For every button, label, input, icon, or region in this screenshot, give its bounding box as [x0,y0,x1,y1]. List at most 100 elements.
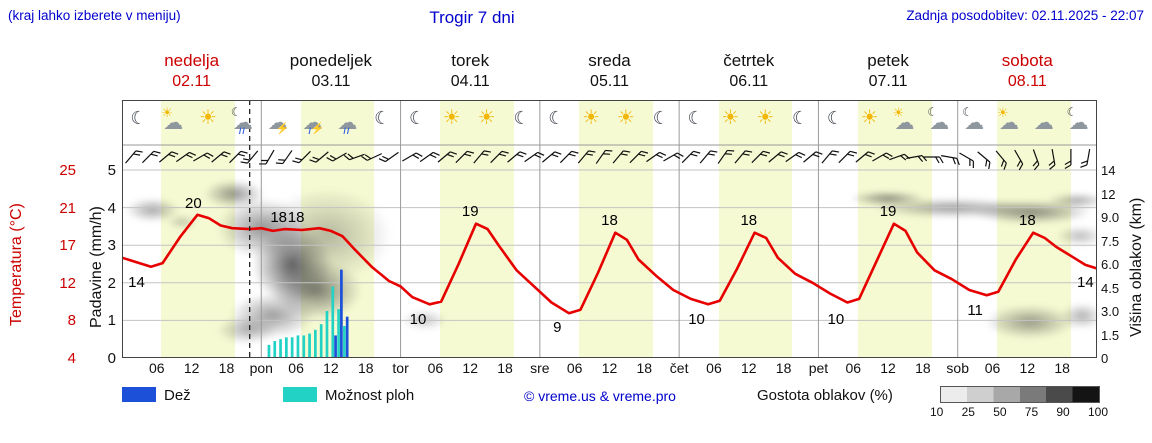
wind-barb-icon [681,150,701,164]
weather-icons-row: ☾ ☀ ☁ ☀ ☾ ☁// ☁ ⚡ ☁ ⚡ / ☁// ☾ ☾ ☀ ☀ ☾ ☾ ☀ ☀ ☾ ☾ ☀ ☀ ☾ ☾ ☀ ☀ ☁ ☾ ☁ ☾ ☁ ☀ ☁ ☁… [122,104,1097,146]
wind-barb-icon [402,152,423,162]
wind-barb-icon [542,151,562,163]
temp-value-label: 19 [879,203,897,221]
sun-icon: ☀ [199,107,217,129]
precip-tick-label: 5 [107,162,116,179]
wind-barb-icon [343,153,365,161]
x-tick-label: 06 [566,360,583,376]
x-tick-label: 18 [218,360,235,376]
temp-tick-label: 8 [67,312,76,330]
cloud-tick-label: 7.5 [1101,233,1120,249]
x-tick-label: pet [808,360,829,376]
wind-barb-icon [1014,149,1024,171]
shower-legend-swatch [283,387,317,402]
temp-value-label: 10 [827,310,845,328]
wind-barb-icon [1032,149,1040,171]
x-tick-label: 06 [984,360,1001,376]
last-update-text: Zadnja posodobitev: 02.11.2025 - 22:07 [906,8,1144,23]
wind-barb-icon [378,151,399,163]
wind-barb-icon [309,151,329,163]
cloud-tick-label: 9.0 [1101,210,1120,225]
cloud-blob [124,198,180,222]
cloud-icon: ☁ [1033,112,1054,134]
day-name: torek [451,51,490,70]
precip-tick-label: 1 [107,312,116,330]
cloud-scale-value: 100 [1087,405,1108,419]
wind-barb-icon [1048,149,1056,170]
wind-barb-icon [326,152,347,162]
temp-tick-label: 4 [67,350,76,367]
precipitation-axis-label: Padavine (mm/h) [88,206,105,329]
wind-barb-icon [275,150,293,165]
x-tick-label: 12 [601,360,618,376]
menu-hint-text: (kraj lahko izberete v meniju) [8,8,181,23]
wind-barb-icon [473,150,491,164]
wind-barb-icon [524,151,545,163]
wind-barb-icon [612,150,631,164]
x-tick-label: 12 [462,360,478,376]
wind-barb-icon [437,151,457,163]
daylight-band [718,100,793,358]
x-tick-label: čet [669,360,689,376]
x-tick-label: 18 [357,360,374,376]
wind-barb-icon [176,151,197,163]
cloud-tick-label: 6.0 [1101,257,1120,272]
day-header-1: ponedeljek 03.11 [261,50,400,96]
temperature-curve [122,213,1097,315]
day-header-5: petek 07.11 [818,50,957,96]
x-tick-label: 18 [915,360,931,376]
wind-barb-icon [803,151,823,163]
cloud-tick-label: 12 [1101,186,1116,202]
x-tick-label: 12 [1019,360,1036,376]
wind-barb-icon [838,150,858,164]
x-axis-labels: 06 12 18 pon 06 12 18 tor 06 12 18 sre 06 12 18 čet 06 12… [122,360,1097,378]
wind-barb-icon [941,155,960,166]
day-name: petek [867,51,909,70]
x-tick-label: 18 [1054,360,1070,376]
moon-icon: ☾ [652,108,669,128]
daylight-band [440,100,514,358]
chart-svg [122,100,1097,358]
x-tick-label: 12 [323,360,339,376]
moon-icon: ☾ [130,108,147,128]
wind-barb-icon [717,149,735,164]
cloud-tick-label: 0 [1101,351,1109,366]
x-tick-label: 12 [880,360,896,376]
moon-rain-icon: ☾ ☁// [230,105,253,136]
page-title: Trogir 7 dni [429,8,515,27]
wind-barb-icon [595,149,613,164]
precip-tick-label: 0 [107,350,116,367]
wind-barb-icon [663,152,684,162]
temp-value-label: 11 [967,301,983,319]
temp-value-label: 14 [1077,273,1094,291]
wind-barb-icon [361,153,383,161]
temp-value-label: 10 [409,310,427,328]
sun-cloud-icon: ☀ ☁ [892,105,915,134]
x-tick-label: sob [946,360,969,376]
day-header-2: torek 04.11 [401,50,540,96]
temp-value-label: 9 [553,319,562,337]
day-name: nedelja [164,51,220,70]
day-name: sreda [588,51,631,70]
day-header-0: nedelja 02.11 [122,50,261,96]
wind-barb-icon [259,149,275,165]
sun-icon: ☀ [582,107,601,129]
moon-icon: ☾ [826,108,843,128]
wind-barb-icon [906,155,928,162]
day-date: 07.11 [868,73,908,90]
x-tick-label: tor [392,360,409,376]
moon-cloud-icon: ☾ ☁ [927,105,950,134]
wind-barb-icon [699,150,718,164]
wind-barb-icon [559,150,579,164]
day-name: četrtek [723,51,775,70]
copyright-link[interactable]: © vreme.us & vreme.pro [524,388,676,404]
wind-barb-icon [419,151,440,163]
day-header-3: sreda 05.11 [540,50,679,96]
day-date: 04.11 [450,73,490,90]
sun-cloud-icon: ☀ ☁ [996,105,1019,134]
temp-tick-label: 21 [59,199,76,217]
wind-barb-icon [158,151,179,163]
temp-value-label: 19 [461,203,479,221]
wind-barb-icon [455,150,475,164]
wind-barb-icon [646,151,667,163]
